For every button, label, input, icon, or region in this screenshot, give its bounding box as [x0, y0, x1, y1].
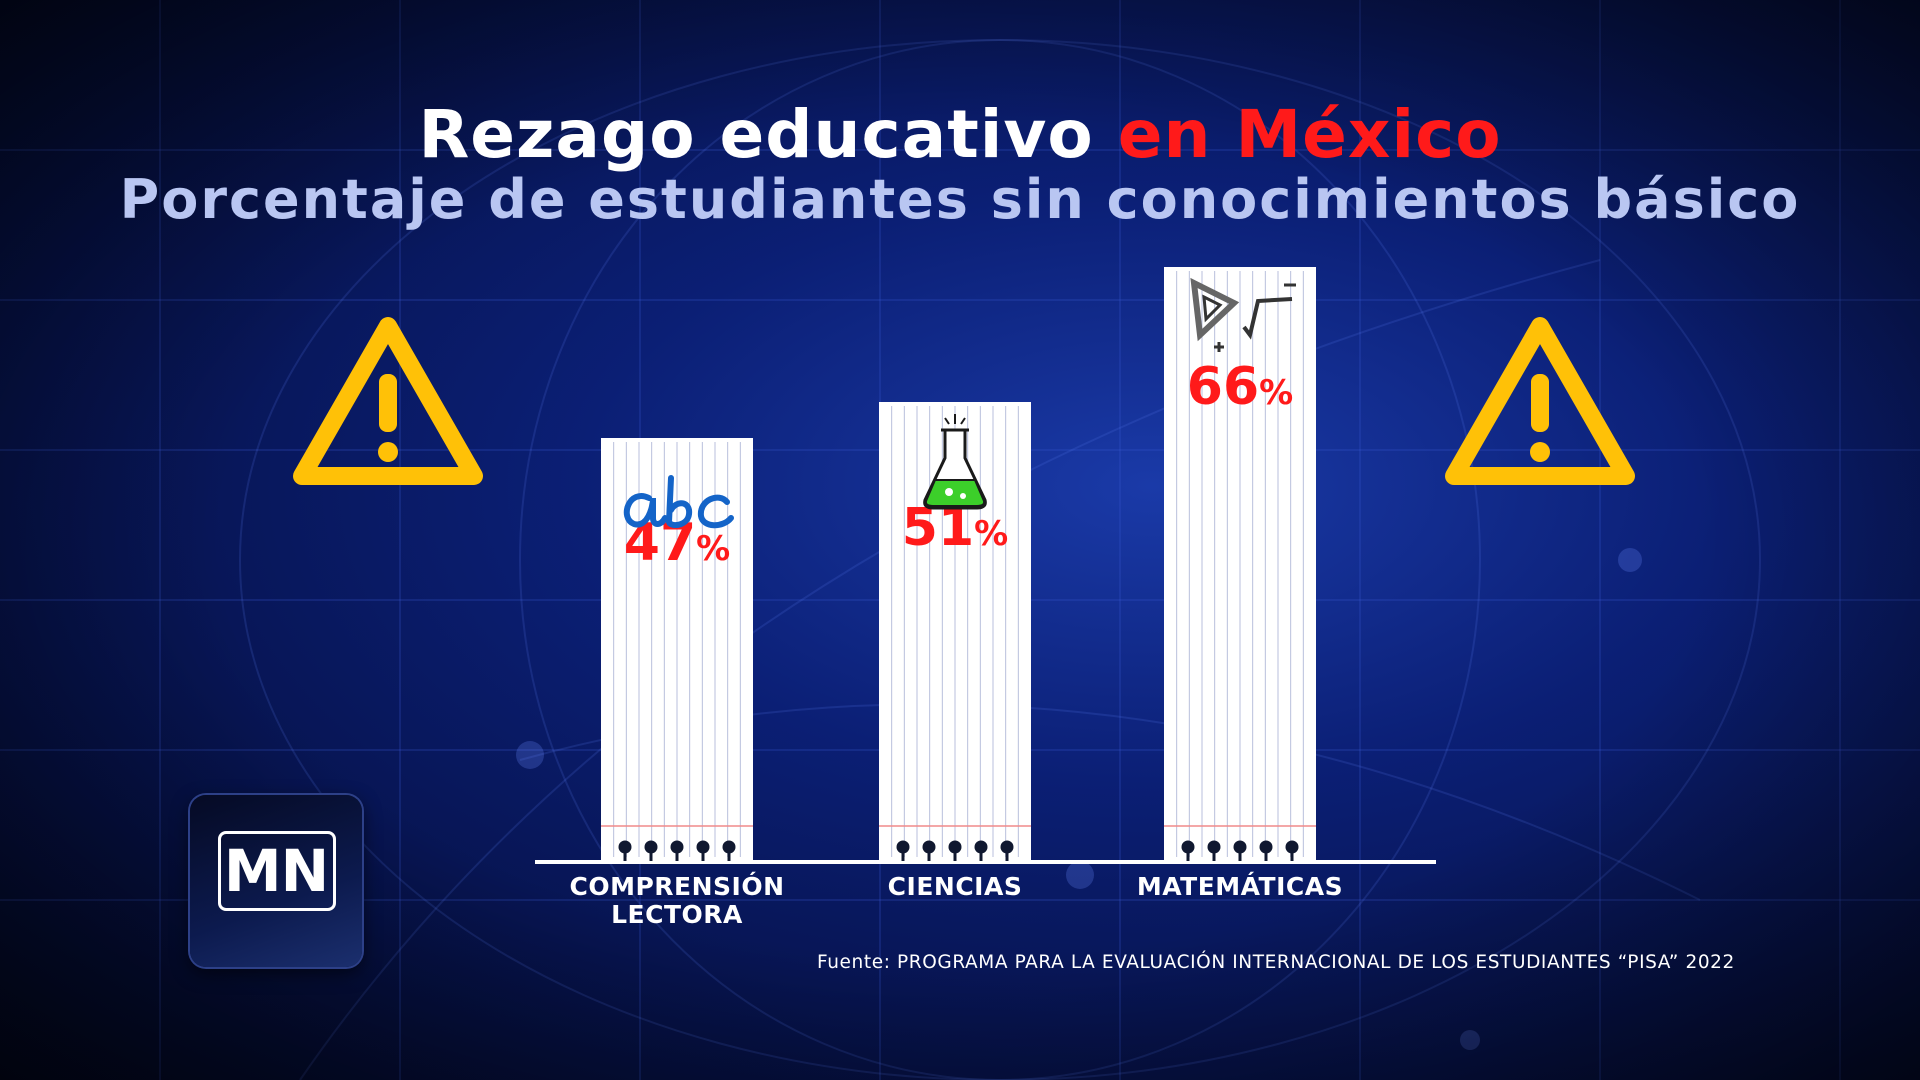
binder-hole [696, 840, 710, 854]
binder-hole [896, 840, 910, 854]
category-label: MATEMÁTICAS [1137, 872, 1343, 901]
binder-hole [974, 840, 988, 854]
logo-text: MN [223, 837, 329, 905]
binder-hole [948, 840, 962, 854]
binder-hole [1000, 840, 1014, 854]
logo-frame [218, 831, 336, 911]
bar-group: 47% [601, 438, 753, 861]
category-label: COMPRENSIÓN [569, 871, 784, 901]
source-note: Fuente: PROGRAMA PARA LA EVALUACIÓN INTE… [817, 952, 1735, 973]
binder-hole [922, 840, 936, 854]
binder-hole [1207, 840, 1221, 854]
chart-subtitle: Porcentaje de estudiantes sin conocimien… [119, 168, 1801, 231]
warning-triangle-icon [293, 317, 483, 485]
geometry-ruler-icon [1190, 277, 1296, 352]
binder-hole [722, 840, 736, 854]
binder-hole [644, 840, 658, 854]
binder-hole [670, 840, 684, 854]
chart-title: Rezago educativo en México [0, 95, 1920, 175]
category-label: CIENCIAS [888, 872, 1023, 901]
binder-hole [1285, 840, 1299, 854]
title-main: Rezago educativo [418, 96, 1094, 173]
abc-cursive-icon [623, 475, 734, 529]
mn-logo: MN [190, 795, 362, 967]
warning-triangle-icon [1445, 317, 1635, 485]
binder-hole [1233, 840, 1247, 854]
value-label: 66% [1187, 357, 1293, 417]
category-label: LECTORA [611, 900, 743, 929]
flask-icon [923, 414, 987, 510]
bar-group: 51% [879, 402, 1031, 861]
bar-group: 66% [1164, 267, 1316, 861]
binder-hole [618, 840, 632, 854]
binder-hole [1259, 840, 1273, 854]
binder-hole [1181, 840, 1195, 854]
title-accent: en México [1117, 96, 1502, 173]
